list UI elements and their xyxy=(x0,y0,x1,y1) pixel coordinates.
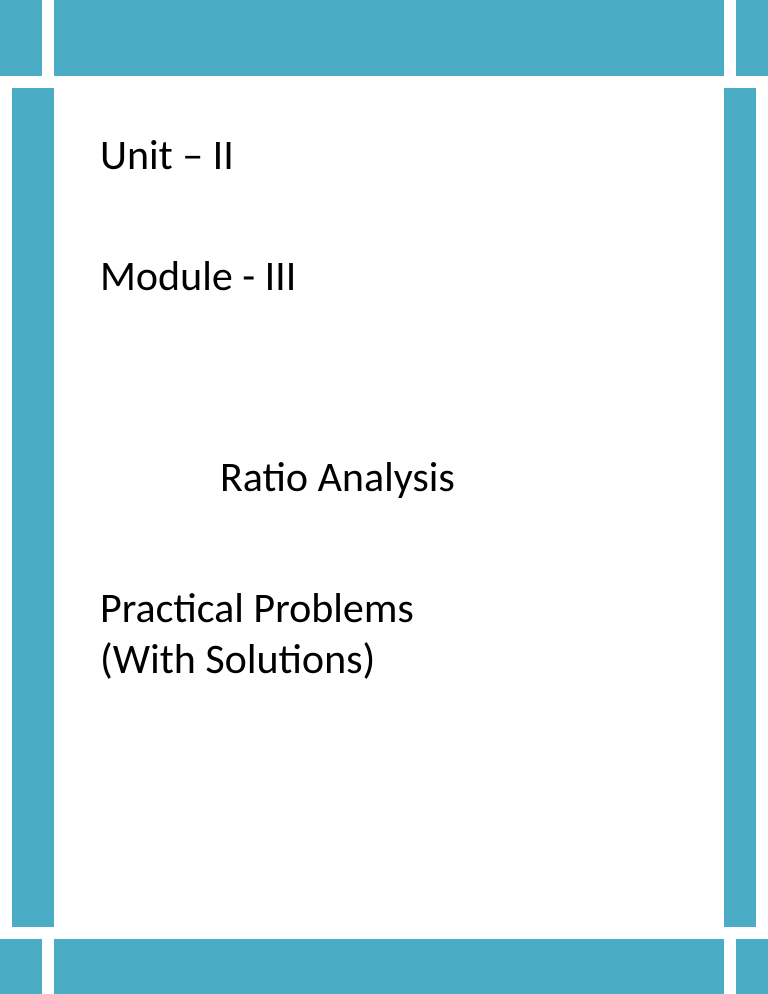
page-content: Unit – II Module - III Ratio Analysis Pr… xyxy=(100,130,688,685)
title-heading: Ratio Analysis xyxy=(220,452,688,503)
bottom-border-decoration xyxy=(0,939,768,994)
border-segment xyxy=(12,88,54,927)
subtitle-line2: (With Solutions) xyxy=(100,634,688,685)
left-border-decoration xyxy=(0,0,54,994)
subtitle-line1: Practical Problems xyxy=(100,583,688,634)
border-segment xyxy=(54,939,724,994)
border-segment xyxy=(0,0,42,76)
border-segment xyxy=(0,939,42,994)
right-border-decoration xyxy=(724,0,768,994)
unit-heading: Unit – II xyxy=(100,130,688,181)
border-segment xyxy=(736,0,768,76)
module-heading: Module - III xyxy=(100,251,688,302)
border-segment xyxy=(736,939,768,994)
border-segment xyxy=(54,0,724,76)
border-segment xyxy=(724,88,756,927)
top-border-decoration xyxy=(0,0,768,76)
